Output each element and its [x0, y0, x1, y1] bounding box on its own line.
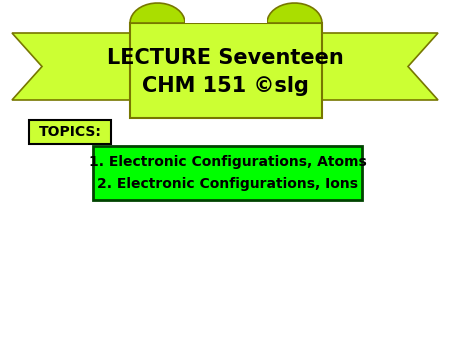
Text: 1. Electronic Configurations, Atoms: 1. Electronic Configurations, Atoms — [89, 155, 366, 169]
Text: TOPICS:: TOPICS: — [39, 125, 101, 139]
Text: LECTURE Seventeen: LECTURE Seventeen — [107, 48, 343, 68]
Polygon shape — [185, 0, 267, 23]
Text: CHM 151 ©slg: CHM 151 ©slg — [142, 76, 308, 96]
Polygon shape — [267, 3, 322, 23]
Text: 2. Electronic Configurations, Ions: 2. Electronic Configurations, Ions — [97, 177, 358, 191]
FancyBboxPatch shape — [29, 120, 111, 144]
Polygon shape — [322, 33, 438, 100]
FancyBboxPatch shape — [93, 146, 362, 200]
Polygon shape — [12, 33, 130, 100]
Polygon shape — [130, 23, 322, 118]
Polygon shape — [130, 3, 185, 23]
